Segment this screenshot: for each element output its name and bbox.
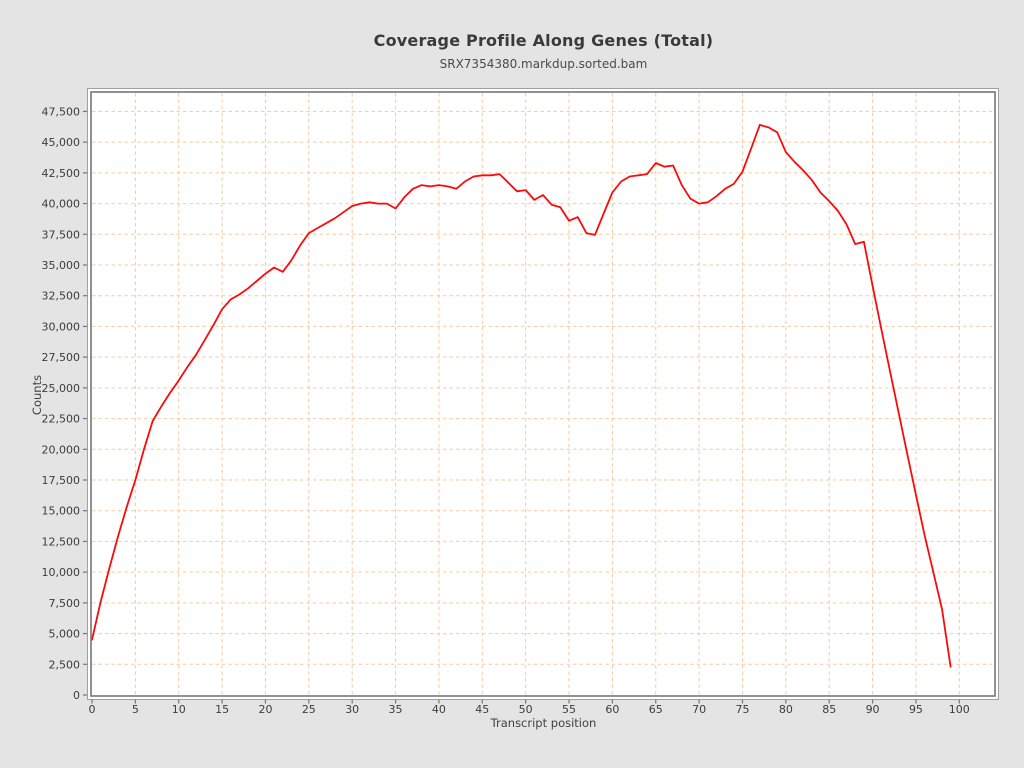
y-tick-label: 17,500	[42, 474, 81, 487]
x-tick-label: 80	[779, 703, 793, 716]
x-tick-label: 60	[605, 703, 619, 716]
y-tick-label: 12,500	[42, 535, 81, 548]
y-tick-label: 10,000	[42, 566, 81, 579]
x-tick-label: 95	[909, 703, 923, 716]
chart-subtitle: SRX7354380.markdup.sorted.bam	[439, 57, 648, 71]
series-line	[91, 124, 952, 668]
x-tick-label: 15	[215, 703, 229, 716]
y-tick-label: 20,000	[42, 443, 81, 456]
y-tick-label: 0	[73, 689, 80, 702]
x-tick-label: 25	[302, 703, 316, 716]
x-tick-label: 50	[519, 703, 533, 716]
y-tick-label: 27,500	[42, 351, 81, 364]
y-tick-label: 35,000	[42, 259, 81, 272]
x-tick-label: 75	[735, 703, 749, 716]
x-tick-label: 10	[172, 703, 186, 716]
y-tick-label: 2,500	[49, 658, 81, 671]
x-tick-label: 5	[132, 703, 139, 716]
y-tick-label: 7,500	[49, 597, 81, 610]
x-tick-label: 85	[822, 703, 836, 716]
x-tick-label: 100	[949, 703, 970, 716]
y-tick-label: 30,000	[42, 320, 81, 333]
y-tick-label: 42,500	[42, 167, 81, 180]
y-tick-label: 5,000	[49, 628, 81, 641]
y-tick-label: 45,000	[42, 136, 81, 149]
y-axis-label: Counts	[30, 374, 44, 416]
plot-border	[90, 91, 996, 697]
x-tick-label: 35	[389, 703, 403, 716]
x-tick-label: 65	[649, 703, 663, 716]
x-tick-label: 70	[692, 703, 706, 716]
x-tick-label: 45	[475, 703, 489, 716]
x-tick-label: 30	[345, 703, 359, 716]
plot-panel	[87, 88, 999, 700]
x-tick-label: 0	[89, 703, 96, 716]
x-tick-label: 20	[258, 703, 272, 716]
chart-title: Coverage Profile Along Genes (Total)	[373, 31, 714, 50]
y-tick-label: 47,500	[42, 105, 81, 118]
y-tick-label: 25,000	[42, 382, 81, 395]
x-tick-label: 40	[432, 703, 446, 716]
x-axis-label: Transcript position	[490, 716, 597, 730]
y-tick-label: 32,500	[42, 290, 81, 303]
y-tick-label: 15,000	[42, 505, 81, 518]
x-tick-label: 90	[866, 703, 880, 716]
y-tick-label: 40,000	[42, 198, 81, 211]
x-tick-label: 55	[562, 703, 576, 716]
y-tick-label: 22,500	[42, 413, 81, 426]
y-tick-label: 37,500	[42, 228, 81, 241]
